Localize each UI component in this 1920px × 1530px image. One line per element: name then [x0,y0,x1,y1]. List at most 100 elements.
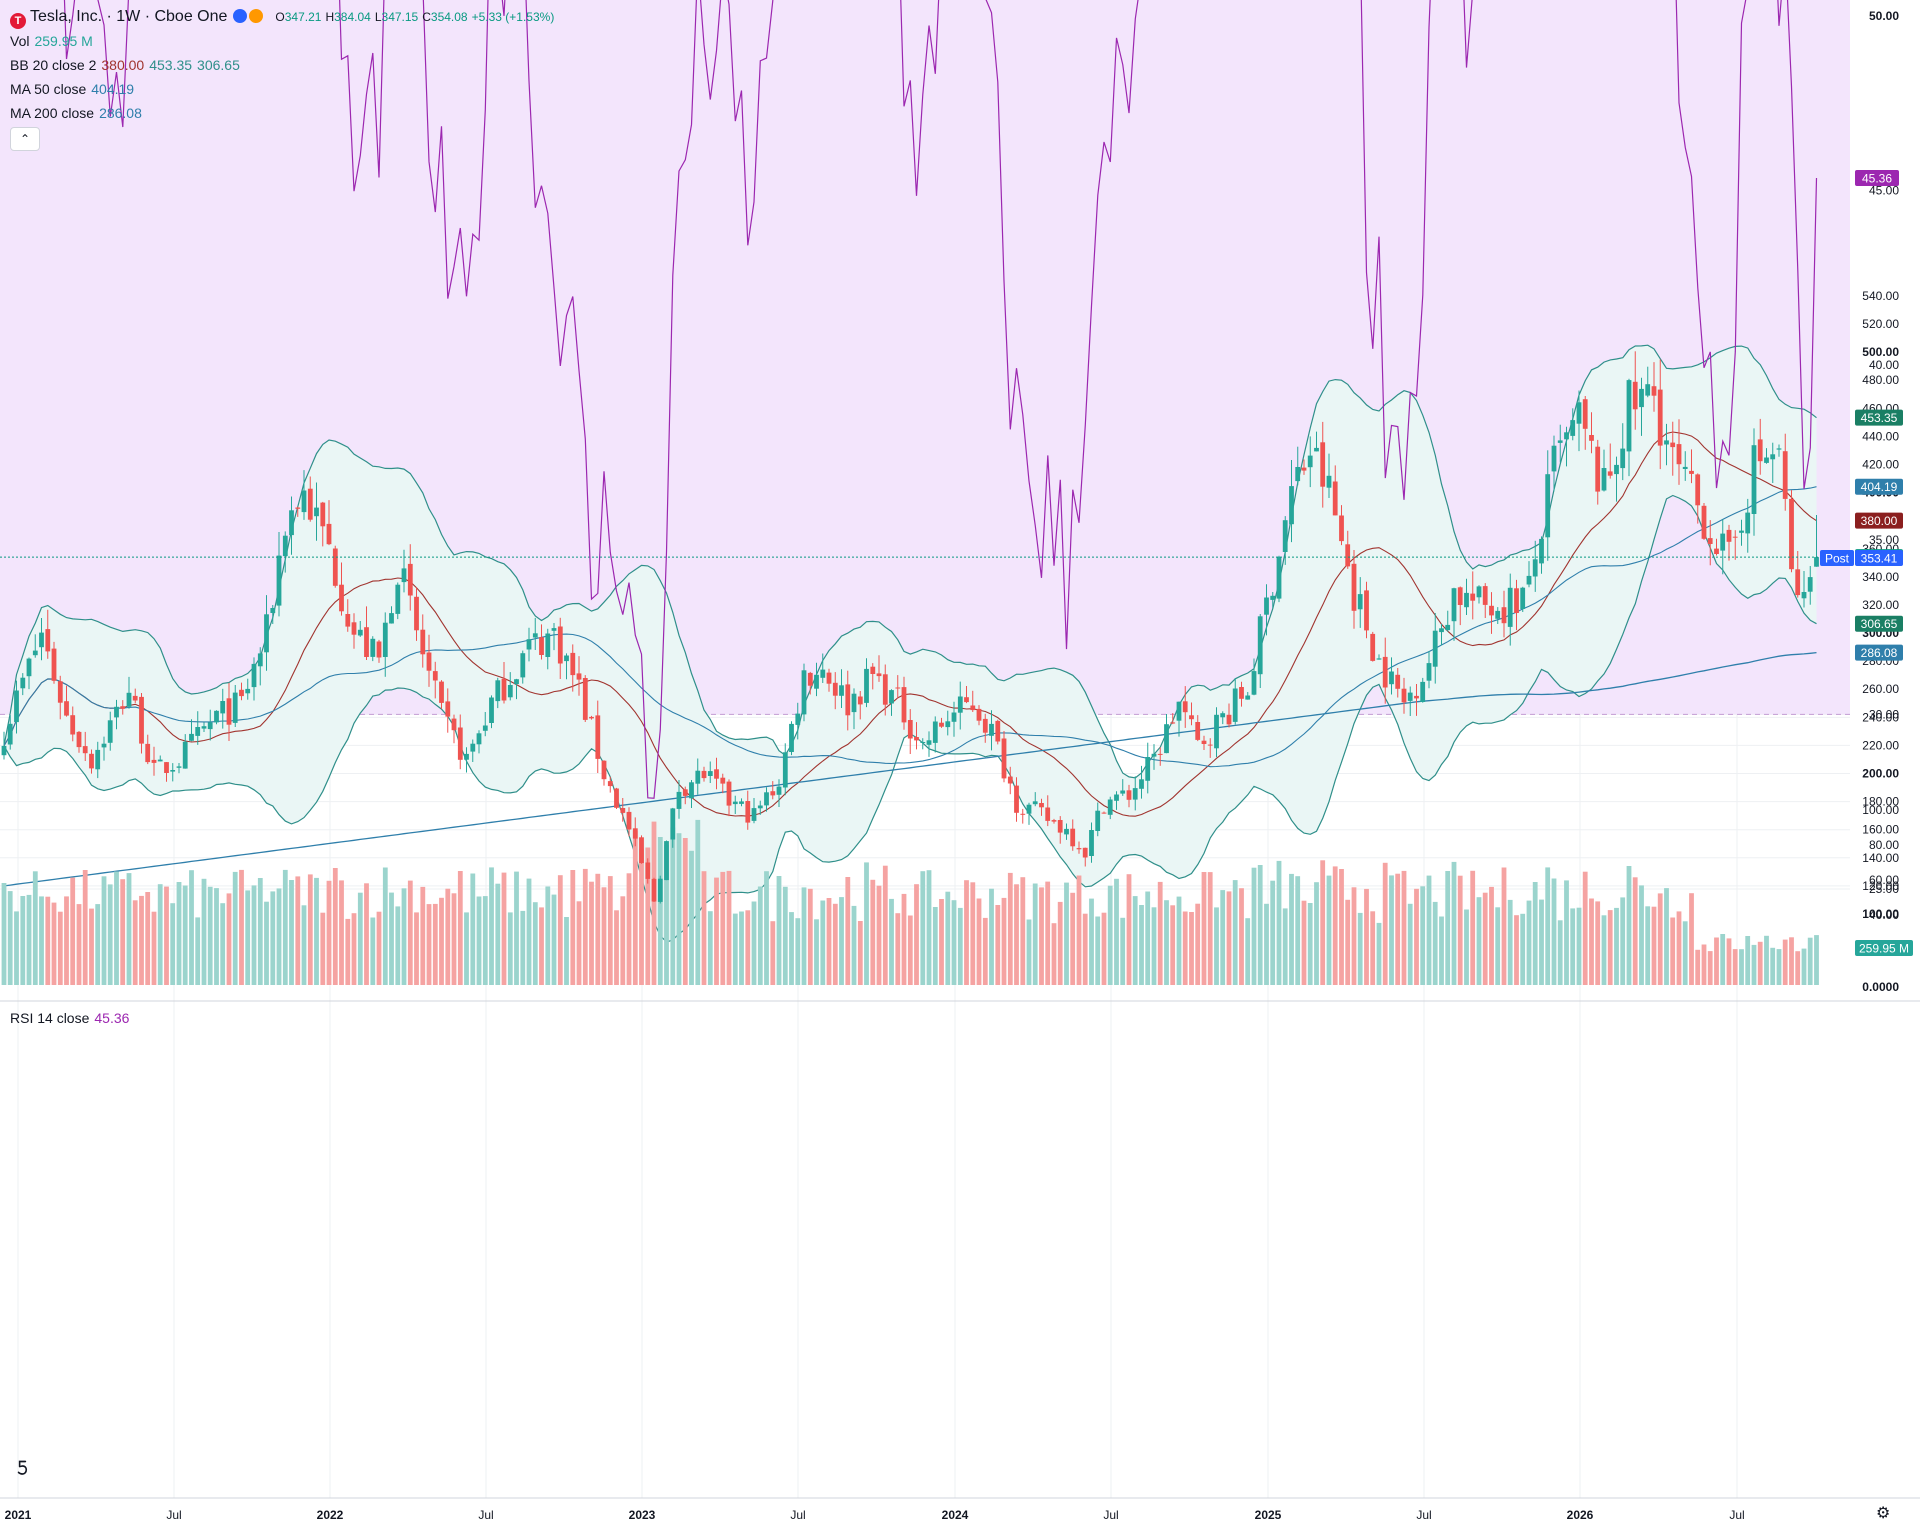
volume-legend[interactable]: Vol 259.95 M [10,32,93,50]
candle-body [632,828,638,839]
volume-bar [282,869,288,985]
candle-body [1470,593,1476,601]
candle-body [1351,563,1357,611]
ma50-legend[interactable]: MA 50 close 404.19 [10,80,134,98]
volume-bar [426,904,432,985]
volume-bar [1601,915,1607,985]
candle-body [1026,804,1032,814]
candle-body [1295,467,1301,482]
candle-body [1076,848,1082,850]
candle-body [1114,794,1119,801]
price-tick-label: 540.00 [1862,289,1899,303]
collapse-legend-button[interactable]: ⌃ [10,127,40,151]
candle-body [1670,442,1676,448]
candle-body [26,658,32,677]
candle-body [1145,757,1151,781]
candle-body [264,614,269,653]
volume-bar [801,887,807,985]
volume-bar [1576,907,1582,985]
candle-body [1045,807,1051,821]
volume-bar [1320,860,1326,985]
volume-bar [364,883,369,985]
candle-body [189,733,194,741]
volume-bar [1482,892,1488,985]
rsi-legend[interactable]: RSI 14 close 45.36 [10,1009,129,1027]
candle-body [376,641,382,658]
bb-legend[interactable]: BB 20 close 2 380.00 453.35 306.65 [10,56,240,74]
volume-bar [1345,899,1351,985]
volume-bar [1414,888,1419,985]
time-tick-label: Jul [790,1508,805,1522]
candle-body [1107,799,1113,815]
candle-body [645,862,651,879]
ma200-value: 286.08 [99,105,142,121]
volume-bar [626,873,632,985]
volume-bar [1389,875,1394,985]
tradingview-logo-icon[interactable]: 𝟻 [16,1457,29,1479]
candle-body [1695,474,1701,506]
volume-bar [457,871,463,985]
price-tick-label: 340.00 [1862,570,1899,584]
candle-body [1457,587,1463,605]
candle-body [1551,445,1557,472]
candle-body [464,753,469,760]
volume-bar [1332,866,1338,985]
volume-bar [1657,893,1663,985]
candle-body [7,723,13,745]
candle-body [214,710,219,723]
candle-body [1764,457,1769,463]
volume-bar [389,892,394,985]
volume-bar [726,870,732,985]
volume-bar [64,896,69,985]
volume-bar [1682,921,1688,985]
price-tick-label: 200.00 [1862,767,1899,781]
volume-bar [720,871,726,985]
volume-bar [470,873,476,985]
candle-body [332,548,338,586]
symbol-legend[interactable]: T Tesla, Inc. · 1W · Cboe One O347.21 H384.… [10,7,558,29]
candle-body [101,743,107,748]
ma200-tag [1855,644,1903,661]
volume-bar [745,910,751,985]
candle-body [1770,454,1776,460]
volume-bar [714,877,719,985]
volume-bar [445,888,451,985]
candle-body [1795,569,1801,596]
candle-body [814,674,819,689]
candle-body [270,608,276,613]
candle-body [551,628,557,631]
candle-body [226,698,232,725]
ohlc-value-o: 347.21 [284,10,322,24]
volume-bar [901,893,907,985]
gear-icon[interactable]: ⚙ [1876,1505,1891,1522]
bb-basis-tag-text: 380.00 [1861,514,1898,528]
candle-body [1514,588,1519,613]
volume-bar [757,886,763,985]
candle-body [1720,533,1726,551]
volume-bar [407,880,413,985]
candle-body [301,490,307,513]
candle-body [1051,820,1057,822]
volume-bar [1614,907,1619,985]
volume-bar [70,877,76,985]
exchange-status-icon [233,9,265,27]
candle-body [126,692,132,707]
price-tick-label: 440.00 [1862,429,1899,443]
candle-body [1445,624,1451,631]
candle-body [1451,588,1457,622]
symbol-title[interactable]: Tesla, Inc. · 1W · Cboe One [30,8,228,25]
candle-body [414,596,419,631]
ma200-legend[interactable]: MA 200 close 286.08 [10,104,142,122]
volume-bar [1664,888,1669,985]
candle-body [139,696,144,744]
candle-body [1482,586,1488,605]
volume-bar [132,900,138,985]
volume-bar [1570,908,1576,985]
candle-body [1789,498,1794,570]
candle-body [1676,444,1682,465]
volume-bar [982,917,988,985]
candle-body [595,715,601,759]
candle-body [1464,592,1469,608]
axis-tags: 453.35404.19380.00354.08353.41Post306.65… [1820,170,1913,956]
